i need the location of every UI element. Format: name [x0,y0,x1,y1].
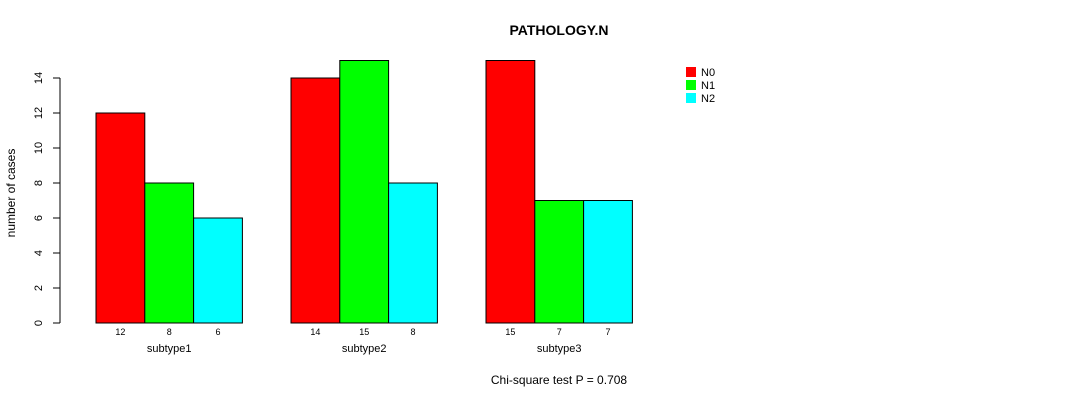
y-tick-label: 8 [33,180,45,186]
bar-count-label: 7 [557,327,562,337]
bar-subtype1-N2 [193,217,243,324]
category-labels: subtype1 subtype2 subtype3 [147,343,582,355]
bar-subtype2-N0 [290,77,341,324]
y-tick-label: 10 [33,142,45,154]
y-tick-label: 6 [33,215,45,221]
bar-subtype3-N2 [583,200,633,324]
category-label-subtype1: subtype1 [147,343,192,355]
bar-subtype1-N0 [95,112,146,324]
bars-layer [95,60,633,324]
legend-label-N2: N2 [701,93,715,105]
y-tick-label: 14 [33,72,45,84]
legend-label-N0: N0 [701,67,715,79]
bar-subtype2-N2 [388,182,438,324]
bar-count-label: 15 [359,327,369,337]
y-axis-label: number of cases [4,149,18,238]
legend-swatch-N2 [686,93,696,103]
bar-subtype2-N1 [339,60,390,324]
y-tick-label: 12 [33,107,45,119]
y-tick-label: 0 [33,320,45,326]
legend-swatch-N0 [686,67,696,77]
category-label-subtype3: subtype3 [537,343,582,355]
category-label-subtype2: subtype2 [342,343,387,355]
legend-label-N1: N1 [701,80,715,92]
y-tick-label: 4 [33,250,45,256]
chart-title: PATHOLOGY.N [509,22,608,38]
y-axis: 0 2 4 6 8 10 12 14 [33,72,61,326]
y-tick-label: 2 [33,285,45,291]
legend-swatch-N1 [686,80,696,90]
bar-count-label: 7 [605,327,610,337]
bar-count-label: 8 [167,327,172,337]
bar-count-label: 8 [410,327,415,337]
bar-subtype3-N1 [534,200,585,324]
bar-count-label: 15 [505,327,515,337]
bar-count-label: 14 [310,327,320,337]
chi-square-footnote: Chi-square test P = 0.708 [491,373,628,387]
bar-count-label: 6 [215,327,220,337]
bar-count-labels: 12 8 6 14 15 8 15 7 7 [115,327,610,337]
bar-subtype1-N1 [144,182,195,324]
bar-count-label: 12 [115,327,125,337]
bar-subtype3-N0 [485,60,536,324]
